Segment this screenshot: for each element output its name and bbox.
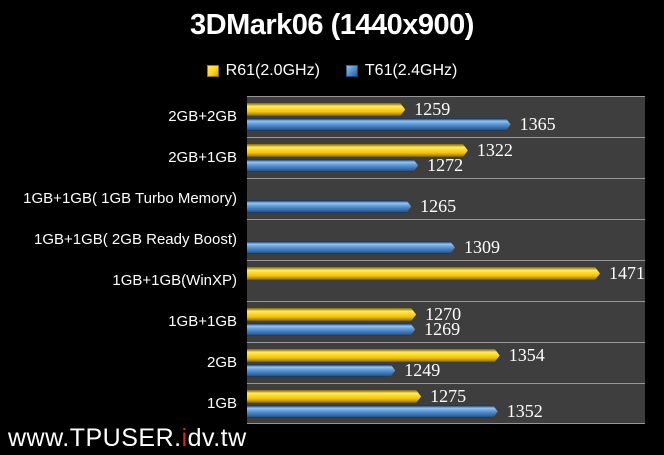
plot-cell: 1354 1249 bbox=[247, 342, 645, 383]
legend-item: T61(2.4GHz) bbox=[345, 62, 458, 80]
value-label: 1365 bbox=[519, 114, 556, 134]
watermark-highlight: i bbox=[181, 424, 188, 452]
bar-R61(2.0GHz) bbox=[247, 308, 416, 321]
value-label: 1269 bbox=[424, 319, 461, 339]
bar-line bbox=[247, 226, 645, 239]
category-row: 2GB+2GB 1259 1365 bbox=[0, 96, 664, 137]
watermark-suffix: dv.tw bbox=[187, 424, 247, 452]
category-row: 1GB+1GB( 1GB Turbo Memory) 1265 bbox=[0, 178, 664, 219]
category-row: 2GB+1GB 1322 1272 bbox=[0, 137, 664, 178]
bar-T61(2.4GHz) bbox=[247, 323, 415, 336]
category-label: 2GB+2GB bbox=[168, 108, 237, 125]
category-row: 1GB 1275 1352 bbox=[0, 383, 664, 424]
bar-line: 1265 bbox=[247, 196, 645, 216]
plot-cell: 1259 1365 bbox=[247, 96, 645, 137]
bar-R61(2.0GHz) bbox=[247, 390, 421, 403]
value-label: 1249 bbox=[404, 360, 441, 380]
value-label: 1259 bbox=[414, 99, 451, 119]
plot-cell: 1471 bbox=[247, 260, 645, 301]
bar-T61(2.4GHz) bbox=[247, 364, 395, 377]
bar-line: 1309 bbox=[247, 237, 645, 257]
category-row: 2GB 1354 1249 bbox=[0, 342, 664, 383]
bar-line: 1249 bbox=[247, 360, 645, 380]
bar-R61(2.0GHz) bbox=[247, 267, 600, 280]
bar-line: 1354 bbox=[247, 345, 645, 365]
bar-T61(2.4GHz) bbox=[247, 200, 411, 213]
category-label: 1GB+1GB( 1GB Turbo Memory) bbox=[23, 190, 237, 207]
bar-line bbox=[247, 282, 645, 295]
category-label: 2GB bbox=[206, 354, 237, 371]
category-label: 1GB+1GB(WinXP) bbox=[112, 272, 237, 289]
plot-cell: 1275 1352 bbox=[247, 383, 645, 424]
bar-T61(2.4GHz) bbox=[247, 118, 511, 131]
value-label: 1309 bbox=[463, 237, 500, 257]
bar-line: 1275 bbox=[247, 386, 645, 406]
value-label: 1275 bbox=[430, 386, 467, 406]
bar-T61(2.4GHz) bbox=[247, 241, 455, 254]
plot-cell: 1309 bbox=[247, 219, 645, 260]
bar-T61(2.4GHz) bbox=[247, 159, 418, 172]
bar-chart: 2GB+2GB 1259 1365 2GB+1GB 1322 1272 1GB+1GB( 1… bbox=[0, 96, 664, 424]
bar-line: 1352 bbox=[247, 401, 645, 421]
watermark: www.TPUSER.idv.tw bbox=[8, 424, 247, 453]
category-label: 1GB bbox=[206, 395, 237, 412]
bar-line: 1270 bbox=[247, 304, 645, 324]
legend: R61(2.0GHz) T61(2.4GHz) bbox=[0, 62, 664, 80]
category-label: 1GB+1GB( 2GB Ready Boost) bbox=[33, 231, 237, 248]
bar-R61(2.0GHz) bbox=[247, 103, 405, 116]
value-label: 1322 bbox=[476, 140, 513, 160]
category-row: 1GB+1GB(WinXP) 1471 bbox=[0, 260, 664, 301]
watermark-prefix: www.TPUSER. bbox=[8, 424, 182, 452]
plot-cell: 1270 1269 bbox=[247, 301, 645, 342]
value-label: 1352 bbox=[506, 401, 543, 421]
category-row: 1GB+1GB( 2GB Ready Boost) 1309 bbox=[0, 219, 664, 260]
legend-label: T61(2.4GHz) bbox=[364, 62, 458, 79]
bar-T61(2.4GHz) bbox=[247, 405, 498, 418]
value-label: 1265 bbox=[420, 196, 457, 216]
plot-cell: 1265 bbox=[247, 178, 645, 219]
bar-line: 1322 bbox=[247, 140, 645, 160]
value-label: 1471 bbox=[609, 263, 645, 283]
value-label: 1270 bbox=[425, 304, 462, 324]
value-label: 1354 bbox=[508, 345, 545, 365]
bar-line: 1259 bbox=[247, 99, 645, 119]
bar-R61(2.0GHz) bbox=[247, 349, 500, 362]
legend-key-swatch bbox=[206, 65, 219, 77]
chart-title: 3DMark06 (1440x900) bbox=[190, 9, 474, 41]
bar-R61(2.0GHz) bbox=[247, 144, 468, 157]
bar-line: 1471 bbox=[247, 263, 645, 283]
category-label: 1GB+1GB bbox=[168, 313, 237, 330]
bar-line: 1365 bbox=[247, 114, 645, 134]
legend-label: R61(2.0GHz) bbox=[225, 62, 320, 79]
bar-line: 1272 bbox=[247, 155, 645, 175]
plot-cell: 1322 1272 bbox=[247, 137, 645, 178]
legend-key-swatch bbox=[345, 65, 358, 77]
category-row: 1GB+1GB 1270 1269 bbox=[0, 301, 664, 342]
value-label: 1272 bbox=[427, 155, 464, 175]
legend-item: R61(2.0GHz) bbox=[206, 62, 320, 80]
bar-line: 1269 bbox=[247, 319, 645, 339]
category-label: 2GB+1GB bbox=[168, 149, 237, 166]
